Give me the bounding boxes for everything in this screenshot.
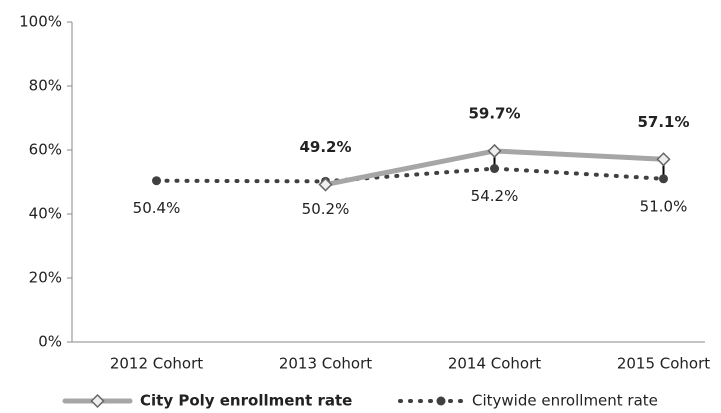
y-tick-label: 100%: [19, 13, 62, 31]
y-tick-label: 60%: [29, 141, 62, 159]
marker: [318, 177, 333, 192]
y-tick-label: 80%: [29, 77, 62, 95]
marker: [90, 393, 105, 409]
marker: [487, 143, 502, 159]
y-tick-label: 20%: [29, 269, 62, 287]
x-tick-label: 2014 Cohort: [448, 355, 541, 373]
marker: [436, 396, 446, 406]
data-label: 49.2%: [299, 138, 351, 156]
series-line: [154, 166, 666, 184]
data-label: 50.4%: [133, 199, 181, 217]
legend-label: Citywide enrollment rate: [472, 392, 658, 410]
y-tick-label: 40%: [29, 205, 62, 223]
data-label: 54.2%: [471, 187, 519, 205]
x-tick-label: 2015 Cohort: [617, 355, 710, 373]
data-label: 51.0%: [640, 197, 688, 215]
x-tick-label: 2012 Cohort: [110, 355, 203, 373]
marker: [152, 176, 161, 186]
legend-label: City Poly enrollment rate: [140, 392, 352, 410]
marker: [659, 174, 668, 184]
marker: [490, 164, 499, 174]
data-label: 50.2%: [302, 200, 350, 218]
y-tick-label: 0%: [38, 333, 62, 351]
data-label: 57.1%: [637, 113, 689, 131]
x-tick-label: 2013 Cohort: [279, 355, 372, 373]
data-label: 59.7%: [468, 104, 520, 122]
marker: [656, 152, 671, 167]
